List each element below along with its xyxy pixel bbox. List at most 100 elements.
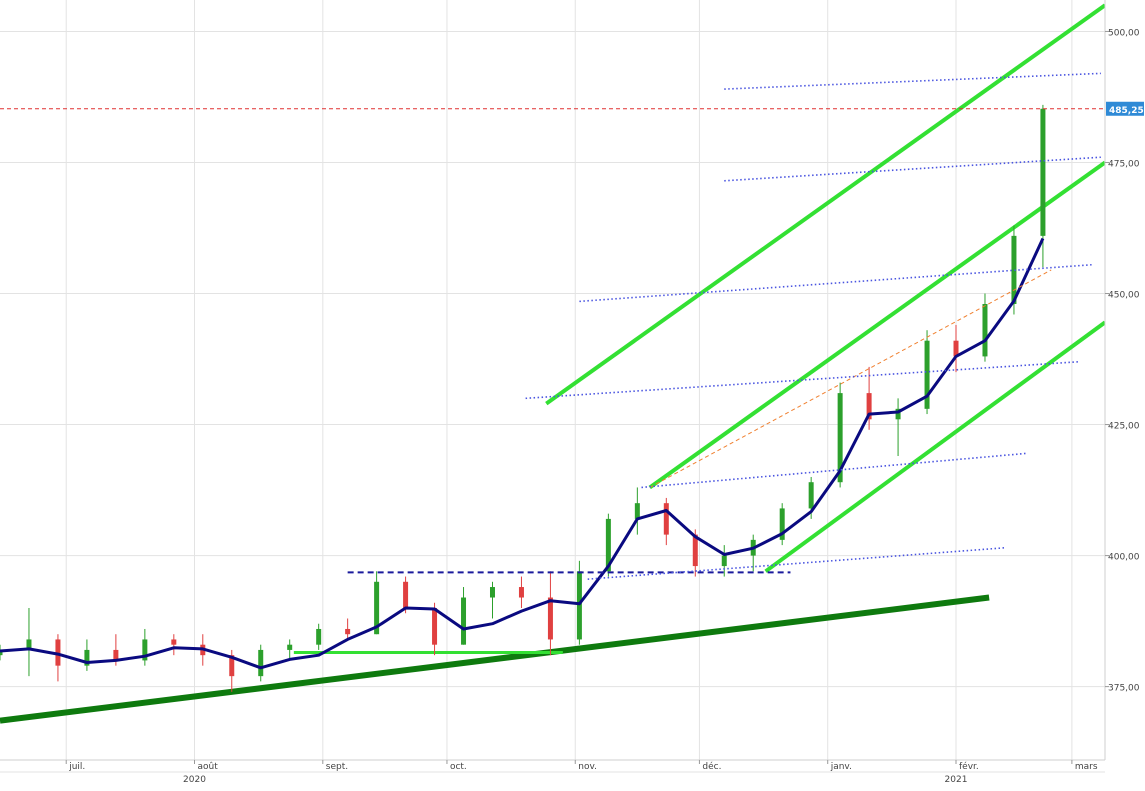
candle-12	[345, 618, 351, 640]
candle-30	[866, 366, 872, 430]
candle-5	[142, 628, 148, 666]
candle-9	[258, 644, 264, 682]
candle-32	[924, 330, 930, 415]
y-axis-background	[1105, 0, 1145, 787]
candle-body-36	[1040, 108, 1046, 236]
candle-6	[171, 634, 177, 656]
candle-body-20	[576, 571, 582, 640]
x-month-label-7: févr.	[959, 761, 979, 772]
candle-body-10	[287, 644, 293, 650]
candle-body-19	[547, 597, 553, 640]
x-year-label-1: 2021	[945, 775, 968, 785]
candle-body-9	[258, 649, 264, 677]
candle-body-27	[779, 508, 785, 540]
candle-body-25	[721, 555, 727, 567]
candle-1	[26, 608, 32, 677]
x-month-label-5: déc.	[702, 761, 721, 772]
candle-13	[374, 571, 380, 635]
overlay-fan-line-11	[525, 360, 1081, 400]
candle-body-4	[113, 649, 119, 661]
x-axis-background	[0, 760, 1145, 787]
candle-11	[316, 623, 322, 650]
x-month-label-2: sept.	[326, 762, 348, 772]
candles-layer	[0, 104, 1046, 692]
candle-26	[750, 534, 756, 572]
candle-15	[432, 602, 438, 656]
candle-body-6	[171, 639, 177, 645]
candle-25	[721, 545, 727, 577]
y-tick-label-1: 475,00	[1108, 159, 1140, 169]
candle-body-13	[374, 581, 380, 635]
overlay-fan-line-10	[579, 263, 1093, 303]
candle-body-15	[432, 608, 438, 645]
candle-27	[779, 503, 785, 546]
candle-body-33	[953, 340, 959, 357]
x-month-label-4: nov.	[578, 762, 597, 772]
x-year-label-0: 2020	[183, 775, 206, 785]
drawing-layer-front	[0, 72, 1105, 580]
overlay-fan-line-9	[724, 156, 1101, 182]
drawing-layer-back	[0, 3, 1107, 724]
candle-body-30	[866, 393, 872, 420]
candle-19	[547, 571, 553, 656]
overlay-channel-middle-2	[648, 160, 1107, 490]
candle-body-31	[895, 408, 901, 420]
moving-average-line	[0, 237, 1045, 670]
y-tick-label-4: 400,00	[1108, 553, 1140, 563]
grid-layer	[0, 0, 1105, 760]
candle-34	[982, 293, 988, 362]
candle-body-21	[605, 518, 611, 572]
y-tick-label-3: 425,00	[1108, 422, 1140, 432]
candle-body-32	[924, 340, 930, 409]
y-tick-label-5: 375,00	[1108, 684, 1140, 694]
candle-body-35	[1011, 235, 1017, 304]
candle-18	[518, 576, 524, 608]
candle-body-1	[26, 639, 32, 650]
x-month-label-8: mars	[1075, 762, 1098, 772]
candle-body-12	[345, 628, 351, 635]
x-month-label-3: oct.	[450, 762, 467, 772]
x-month-label-0: juil.	[68, 762, 85, 772]
x-month-label-1: août	[198, 762, 219, 772]
candle-0	[0, 644, 3, 661]
last-price-label: 485,25	[1109, 106, 1144, 116]
y-tick-label-0: 500,00	[1108, 28, 1140, 38]
candle-body-16	[461, 597, 467, 645]
candle-22	[634, 487, 640, 535]
candle-3	[84, 639, 90, 671]
overlay-fan-line-8	[724, 72, 1101, 90]
candle-body-17	[489, 587, 495, 598]
candle-body-24	[692, 534, 698, 567]
overlay-fan-line-13	[587, 546, 1006, 580]
candle-10	[287, 639, 293, 661]
overlay-channel-top-1	[545, 3, 1107, 406]
y-tick-label-2: 450,00	[1108, 291, 1140, 301]
x-month-label-6: janv.	[830, 762, 852, 772]
candle-2	[55, 634, 61, 682]
candle-body-11	[316, 628, 322, 645]
candle-body-0	[0, 649, 3, 656]
candle-body-34	[982, 304, 988, 357]
overlay-fan-line-12	[641, 452, 1027, 489]
candle-body-28	[808, 482, 814, 509]
moving-average-layer	[0, 237, 1045, 670]
candle-body-22	[634, 503, 640, 519]
candle-16	[461, 587, 467, 645]
overlay-channel-bottom-3	[764, 320, 1107, 573]
overlay-trend-dashed-7	[649, 269, 1052, 488]
candle-body-23	[663, 503, 669, 535]
candle-body-2	[55, 639, 61, 666]
candle-body-14	[403, 581, 409, 608]
candle-23	[663, 497, 669, 546]
last-price-tag	[1106, 101, 1144, 116]
candle-body-5	[142, 639, 148, 661]
candle-body-18	[518, 587, 524, 598]
candle-31	[895, 398, 901, 456]
candle-body-8	[229, 655, 235, 677]
overlay-long-term-support-0	[0, 594, 990, 724]
candle-33	[953, 324, 959, 373]
candle-body-3	[84, 649, 90, 666]
candle-body-29	[837, 393, 843, 483]
